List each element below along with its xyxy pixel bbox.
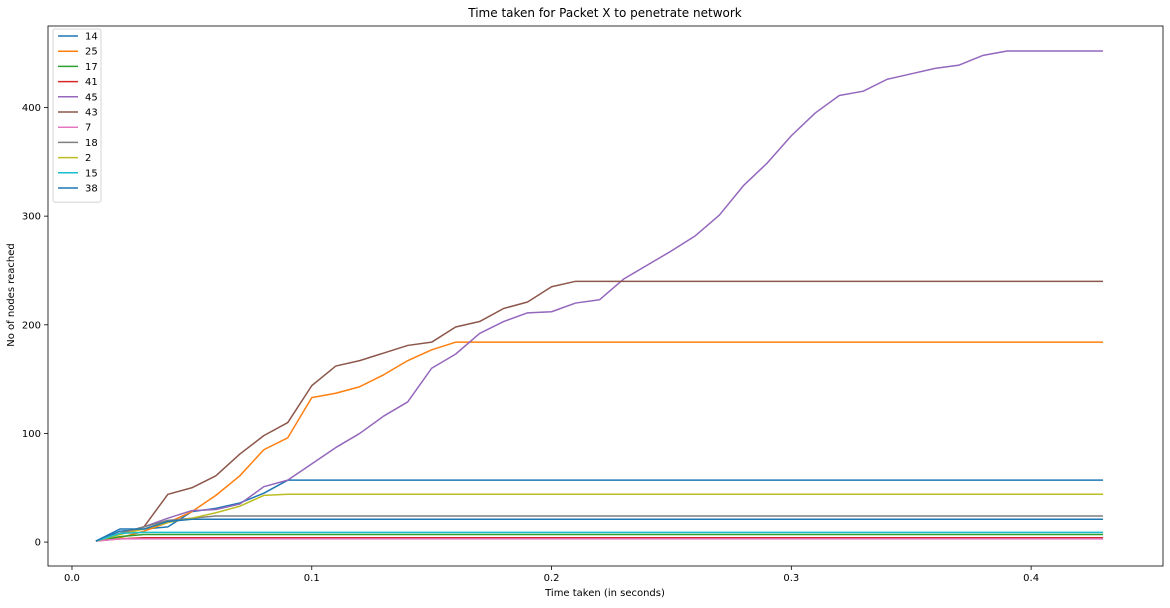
plot-lines	[95, 50, 1104, 542]
x-tick-label: 0.4	[1023, 573, 1039, 584]
legend-label-7: 7	[85, 123, 91, 134]
legend-label-38: 38	[85, 184, 98, 195]
legend-label-25: 25	[85, 47, 98, 58]
legend-label-15: 15	[85, 168, 98, 179]
x-tick-label: 0.0	[64, 573, 80, 584]
x-tick-label: 0.2	[544, 573, 560, 584]
legend-label-18: 18	[85, 138, 98, 149]
y-tick-label: 200	[22, 320, 41, 331]
legend-label-14: 14	[85, 32, 98, 43]
series-line-45	[95, 50, 1104, 542]
x-axis-label: Time taken (in seconds)	[544, 588, 665, 599]
x-tick-label: 0.1	[304, 573, 320, 584]
plot-frame	[47, 25, 1164, 567]
x-tick-label: 0.3	[783, 573, 799, 584]
legend-label-2: 2	[85, 153, 91, 164]
series-line-25	[95, 341, 1104, 542]
y-axis-label: No of nodes reached	[6, 243, 17, 346]
series-line-17	[95, 533, 1104, 542]
chart-title: Time taken for Packet X to penetrate net…	[467, 6, 742, 20]
legend-label-45: 45	[85, 92, 98, 103]
y-tick-label: 0	[35, 538, 41, 549]
series-line-7	[95, 538, 1104, 542]
series-line-38	[95, 518, 1104, 542]
axes: 0.0 0.1 0.2 0.3 0.4 0 100 200 300 400	[22, 25, 1164, 584]
series-line-43	[95, 280, 1104, 542]
series-line-15	[95, 531, 1104, 542]
series-line-18	[95, 515, 1104, 542]
y-tick-label: 100	[22, 429, 41, 440]
series-line-41	[95, 537, 1104, 542]
series-line-2	[95, 493, 1104, 542]
y-tick-label: 300	[22, 212, 41, 223]
y-tick-label: 400	[22, 103, 41, 114]
series-line-14	[95, 479, 1104, 542]
legend-label-41: 41	[85, 77, 98, 88]
legend: 14 25 17 41 45 43 7 18 2 15 38	[52, 28, 102, 203]
legend-label-17: 17	[85, 62, 98, 73]
legend-label-43: 43	[85, 108, 98, 119]
legend-box	[52, 28, 102, 203]
